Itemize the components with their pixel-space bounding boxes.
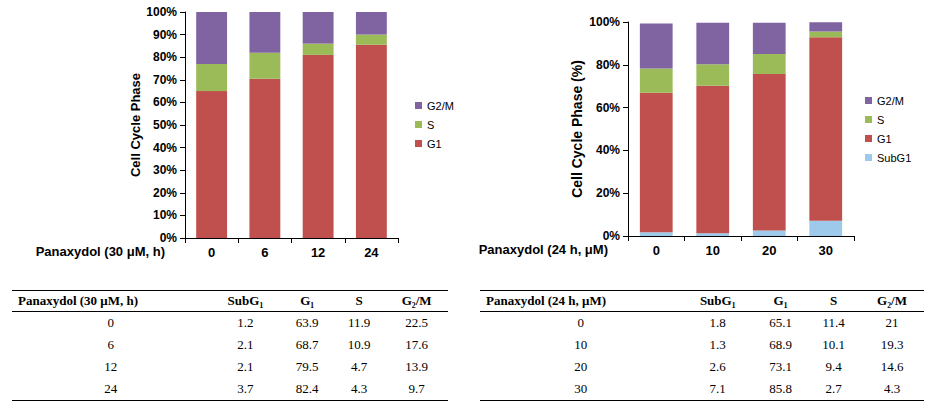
html-text:G₁: G₁ <box>773 293 788 308</box>
svg-text:0: 0 <box>208 245 215 260</box>
html-text:7.1: 7.1 <box>709 381 726 396</box>
html-text:Panaxydol (24 h, μM): Panaxydol (24 h, μM) <box>486 293 606 308</box>
html-text:21: 21 <box>885 315 899 330</box>
svg-text:SubG1: SubG1 <box>877 152 911 164</box>
svg-text:80%: 80% <box>153 50 177 64</box>
svg-text:40%: 40% <box>596 143 620 157</box>
svg-text:G2/M: G2/M <box>877 95 904 107</box>
svg-text:24: 24 <box>364 245 379 260</box>
html-text:22.5: 22.5 <box>405 315 428 330</box>
svg-text:0%: 0% <box>160 231 178 245</box>
html-text:24: 24 <box>104 381 118 396</box>
html-text:12: 12 <box>104 359 118 374</box>
svg-text:S: S <box>877 114 884 126</box>
svg-text:S: S <box>427 119 434 131</box>
svg-text:20%: 20% <box>596 186 620 200</box>
html-text:63.9: 63.9 <box>295 315 319 330</box>
html-text:SubG₁: SubG₁ <box>227 293 264 308</box>
html-text:73.1: 73.1 <box>769 359 792 374</box>
html-text:4.7: 4.7 <box>351 359 368 374</box>
html-text:79.5: 79.5 <box>295 359 319 374</box>
html-text:3.7: 3.7 <box>237 381 254 396</box>
svg-text:60%: 60% <box>596 101 620 115</box>
html-text:68.7: 68.7 <box>295 337 319 352</box>
html-text:9.7: 9.7 <box>408 381 425 396</box>
html-text:65.1: 65.1 <box>769 315 792 330</box>
html-text:10.1: 10.1 <box>822 337 845 352</box>
html-text:1.2: 1.2 <box>237 315 254 330</box>
svg-text:Cell Cycle Phase (%): Cell Cycle Phase (%) <box>569 60 585 198</box>
svg-text:10%: 10% <box>153 208 177 222</box>
svg-text:Panaxydol (24 h, μM): Panaxydol (24 h, μM) <box>479 242 608 257</box>
svg-text:0%: 0% <box>603 229 621 243</box>
svg-text:0: 0 <box>653 243 660 258</box>
html-text:0: 0 <box>577 315 584 330</box>
svg-text:12: 12 <box>311 245 325 260</box>
html-text:9.4: 9.4 <box>825 359 842 374</box>
html-text:17.6: 17.6 <box>405 337 428 352</box>
html-text:20: 20 <box>574 359 588 374</box>
html-text:2.1: 2.1 <box>237 337 254 352</box>
html-text:1.8: 1.8 <box>709 315 726 330</box>
svg-text:Panaxydol (30 μM, h): Panaxydol (30 μM, h) <box>36 244 165 259</box>
svg-text:40%: 40% <box>153 141 177 155</box>
html-text:68.9: 68.9 <box>769 337 792 352</box>
svg-text:G2/M: G2/M <box>427 100 454 112</box>
html-text:85.8: 85.8 <box>769 381 792 396</box>
html-text:SubG₁: SubG₁ <box>699 293 736 308</box>
html-text:10.9: 10.9 <box>347 337 371 352</box>
svg-text:20: 20 <box>762 243 776 258</box>
svg-text:10: 10 <box>706 243 720 258</box>
html-text:13.9: 13.9 <box>405 359 428 374</box>
svg-text:80%: 80% <box>596 58 620 72</box>
svg-text:100%: 100% <box>146 5 177 19</box>
html-text:2.7: 2.7 <box>825 381 842 396</box>
html-text:4.3: 4.3 <box>351 381 368 396</box>
html-text:1.3: 1.3 <box>709 337 726 352</box>
html-text:0: 0 <box>107 315 115 330</box>
html-text:Panaxydol (30 μM, h): Panaxydol (30 μM, h) <box>18 293 138 308</box>
html-text:4.3: 4.3 <box>883 381 901 396</box>
svg-text:G1: G1 <box>427 138 442 150</box>
html-text:19.3: 19.3 <box>880 337 904 352</box>
html-text:2.1: 2.1 <box>237 359 254 374</box>
html-text:6: 6 <box>107 337 115 352</box>
html-text:S: S <box>830 293 838 308</box>
html-text:G₂/M: G₂/M <box>401 293 432 308</box>
svg-text:30: 30 <box>819 243 833 258</box>
svg-text:60%: 60% <box>153 95 177 109</box>
html-text:G₁: G₁ <box>300 293 315 308</box>
svg-text:90%: 90% <box>153 28 177 42</box>
svg-text:Cell Cycle Phase: Cell Cycle Phase <box>128 73 143 177</box>
html-text:10: 10 <box>574 337 588 352</box>
svg-text:100%: 100% <box>589 15 620 29</box>
html-text:11.4: 11.4 <box>822 315 845 330</box>
svg-text:6: 6 <box>261 245 268 260</box>
svg-text:70%: 70% <box>153 73 177 87</box>
html-text:82.4: 82.4 <box>295 381 319 396</box>
svg-text:G1: G1 <box>877 133 892 145</box>
svg-text:20%: 20% <box>153 186 177 200</box>
html-text:2.6: 2.6 <box>709 359 726 374</box>
html-text:S: S <box>355 293 363 308</box>
html-text:G₂/M: G₂/M <box>877 293 907 308</box>
svg-text:50%: 50% <box>153 118 177 132</box>
svg-text:30%: 30% <box>153 163 177 177</box>
html-text:14.6: 14.6 <box>880 359 904 374</box>
html-text:11.9: 11.9 <box>348 315 371 330</box>
html-text:30: 30 <box>574 381 588 396</box>
